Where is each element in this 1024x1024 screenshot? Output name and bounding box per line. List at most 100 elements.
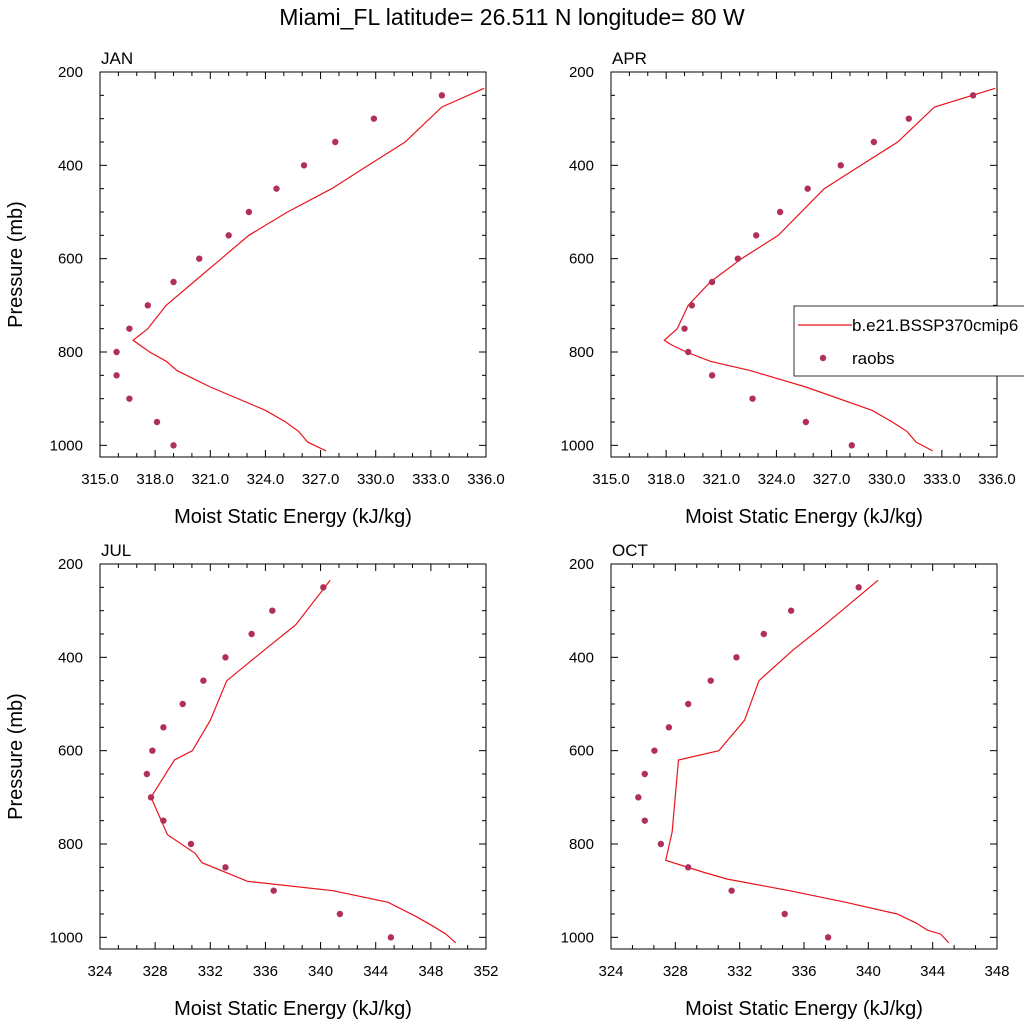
raobs-point bbox=[728, 887, 735, 894]
model-profile-line bbox=[664, 579, 950, 944]
y-tick-label: 200 bbox=[58, 556, 83, 573]
raobs-point bbox=[170, 278, 177, 286]
y-tick-label: 1000 bbox=[561, 929, 594, 946]
raobs-point bbox=[685, 864, 692, 871]
model-profile-line bbox=[663, 87, 996, 452]
x-tick-label: 327.0 bbox=[302, 471, 340, 488]
panel-label: APR bbox=[612, 49, 647, 68]
raobs-point bbox=[248, 630, 255, 638]
panel-apr: APR 315.0 318.0 321.0 324.0 327.0 330.0 333.0 33… bbox=[561, 49, 1024, 528]
raobs-point bbox=[804, 185, 811, 192]
x-tick-label: 315.0 bbox=[592, 471, 630, 488]
x-tick-label: 330.0 bbox=[357, 471, 395, 488]
raobs-point bbox=[113, 372, 120, 379]
legend-obs-label: raobs bbox=[852, 349, 895, 368]
raobs-point bbox=[273, 185, 280, 192]
x-tick-label: 336 bbox=[791, 963, 816, 980]
x-tick-label: 336.0 bbox=[978, 471, 1016, 488]
legend-box bbox=[793, 305, 1024, 377]
y-tick-label: 600 bbox=[58, 251, 83, 268]
x-tick-label: 332 bbox=[727, 963, 752, 980]
model-profile-line bbox=[150, 579, 457, 944]
x-tick-label: 336 bbox=[253, 963, 278, 980]
y-tick-label: 400 bbox=[569, 157, 594, 174]
raobs-point bbox=[170, 442, 177, 449]
x-tick-label: 336.0 bbox=[467, 471, 505, 488]
y-axis-title: Pressure (mb) bbox=[5, 693, 27, 820]
y-tick-label: 600 bbox=[58, 743, 83, 760]
y-tick-label: 200 bbox=[569, 64, 594, 81]
plot-frame bbox=[610, 71, 998, 458]
x-tick-label: 328 bbox=[143, 963, 168, 980]
plot-frame bbox=[99, 563, 487, 950]
raobs-point bbox=[848, 442, 855, 449]
raobs-point bbox=[837, 162, 844, 169]
x-tick-label: 344 bbox=[920, 963, 945, 980]
raobs-point bbox=[665, 724, 673, 731]
raobs-point bbox=[685, 348, 692, 356]
y-tick-label: 1000 bbox=[50, 437, 83, 454]
raobs-point bbox=[734, 255, 742, 262]
raobs-point bbox=[870, 138, 878, 146]
raobs-point bbox=[681, 325, 688, 332]
raobs-point bbox=[657, 840, 665, 848]
raobs-point bbox=[113, 348, 120, 356]
x-axis-title: Moist Static Energy (kJ/kg) bbox=[174, 506, 412, 528]
raobs-point bbox=[222, 864, 229, 871]
x-tick-label: 348 bbox=[984, 963, 1009, 980]
panel-jul: JUL 324 328 332 336 340 344 348 352 200 400 600 800 1… bbox=[5, 541, 499, 1020]
raobs-point bbox=[225, 232, 232, 239]
raobs-point bbox=[126, 325, 133, 332]
raobs-point bbox=[179, 700, 186, 708]
panel-jan: JAN 315.0 318.0 321.0 324.0 327.0 330.0 333.0 33… bbox=[5, 49, 505, 528]
x-tick-label: 344 bbox=[363, 963, 388, 980]
y-tick-label: 800 bbox=[58, 344, 83, 361]
raobs-point bbox=[160, 724, 167, 731]
x-tick-label: 321.0 bbox=[703, 471, 741, 488]
raobs-point bbox=[269, 607, 276, 614]
raobs-point bbox=[651, 747, 658, 754]
y-tick-label: 800 bbox=[58, 836, 83, 853]
raobs-point bbox=[760, 630, 767, 638]
raobs-point bbox=[387, 934, 395, 941]
x-tick-label: 315.0 bbox=[81, 471, 119, 488]
raobs-point bbox=[708, 372, 716, 379]
x-tick-label: 340 bbox=[308, 963, 333, 980]
panel-label: OCT bbox=[612, 541, 648, 560]
y-axis-title: Pressure (mb) bbox=[5, 201, 27, 328]
y-tick-label: 400 bbox=[58, 649, 83, 666]
y-tick-label: 400 bbox=[569, 649, 594, 666]
figure-title: Miami_FL latitude= 26.511 N longitude= 8… bbox=[279, 4, 745, 30]
y-tick-label: 200 bbox=[569, 556, 594, 573]
raobs-point bbox=[641, 817, 648, 824]
y-tick-label: 400 bbox=[58, 157, 83, 174]
raobs-point bbox=[749, 395, 756, 402]
x-tick-label: 321.0 bbox=[192, 471, 230, 488]
x-tick-label: 324.0 bbox=[758, 471, 796, 488]
x-tick-label: 327.0 bbox=[813, 471, 851, 488]
model-profile-line bbox=[132, 87, 485, 452]
x-tick-label: 324.0 bbox=[247, 471, 285, 488]
x-tick-label: 318.0 bbox=[647, 471, 685, 488]
raobs-point bbox=[160, 817, 167, 824]
x-tick-label: 324 bbox=[598, 963, 623, 980]
x-axis-title: Moist Static Energy (kJ/kg) bbox=[685, 506, 923, 528]
x-tick-label: 333.0 bbox=[412, 471, 450, 488]
raobs-point bbox=[688, 302, 696, 309]
raobs-point bbox=[200, 677, 207, 684]
y-tick-label: 800 bbox=[569, 836, 594, 853]
y-tick-label: 600 bbox=[569, 743, 594, 760]
raobs-point bbox=[336, 910, 344, 918]
raobs-point bbox=[708, 278, 716, 286]
raobs-point bbox=[824, 934, 832, 941]
raobs-point bbox=[147, 794, 155, 801]
raobs-point bbox=[685, 700, 692, 708]
x-tick-label: 318.0 bbox=[136, 471, 174, 488]
raobs-point bbox=[635, 794, 642, 801]
y-tick-label: 800 bbox=[569, 344, 594, 361]
raobs-point bbox=[187, 840, 195, 848]
raobs-point bbox=[855, 584, 862, 591]
x-tick-label: 348 bbox=[418, 963, 443, 980]
raobs-point bbox=[300, 162, 308, 169]
